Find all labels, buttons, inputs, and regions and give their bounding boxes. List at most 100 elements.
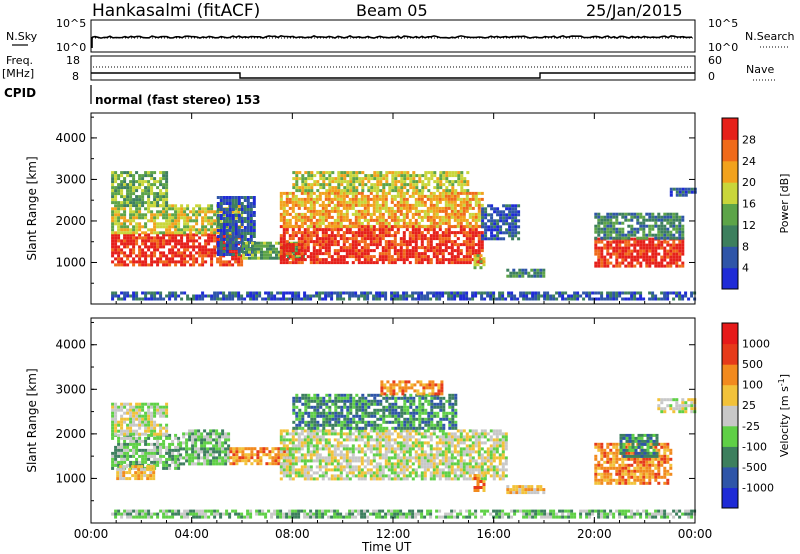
- data-cell: [468, 240, 472, 244]
- data-cell: [135, 457, 139, 461]
- data-cell: [654, 243, 658, 247]
- data-cell: [463, 189, 467, 193]
- data-cell: [648, 218, 652, 222]
- data-cell: [372, 243, 376, 247]
- data-cell: [297, 246, 301, 250]
- data-cell: [291, 294, 295, 298]
- data-cell: [672, 243, 676, 247]
- data-cell: [291, 291, 295, 295]
- data-cell: [447, 258, 451, 262]
- data-cell: [222, 263, 226, 267]
- data-cell: [222, 238, 226, 241]
- data-cell: [363, 206, 367, 210]
- data-cell: [678, 255, 682, 259]
- data-cell: [445, 189, 449, 193]
- data-cell: [291, 249, 295, 253]
- data-cell: [612, 252, 616, 256]
- data-cell: [198, 263, 202, 267]
- data-cell: [681, 187, 685, 191]
- data-cell: [252, 297, 256, 301]
- data-cell: [156, 297, 160, 301]
- data-cell: [363, 261, 367, 265]
- data-cell: [669, 190, 673, 194]
- data-cell: [267, 297, 271, 301]
- data-cell: [388, 186, 392, 190]
- data-cell: [228, 291, 232, 295]
- data-cell: [174, 297, 178, 301]
- data-cell: [203, 453, 207, 457]
- data-cell: [297, 294, 301, 298]
- data-cell: [447, 200, 451, 204]
- data-cell: [654, 233, 658, 237]
- data-cell: [615, 240, 619, 244]
- data-cell: [315, 200, 319, 204]
- data-cell: [129, 210, 133, 214]
- data-cell: [519, 294, 523, 298]
- data-cell: [465, 243, 469, 247]
- data-cell: [185, 459, 189, 463]
- data-cell: [138, 233, 142, 237]
- nsearch-tick-bottom: 10^0: [708, 41, 738, 54]
- data-cell: [138, 222, 142, 226]
- data-cell: [378, 209, 382, 213]
- data-cell: [179, 456, 183, 460]
- data-cell: [234, 257, 238, 261]
- data-cell: [269, 250, 272, 254]
- data-cell: [132, 439, 136, 443]
- data-cell: [477, 203, 481, 207]
- data-cell: [660, 218, 664, 222]
- data-cell: [405, 297, 409, 301]
- data-cell: [451, 186, 455, 190]
- data-cell: [180, 297, 184, 301]
- data-cell: [324, 209, 328, 213]
- data-cell: [474, 224, 478, 228]
- data-cell: [454, 171, 458, 175]
- data-cell: [120, 423, 124, 427]
- data-cell: [117, 183, 121, 187]
- data-cell: [275, 247, 278, 251]
- data-cell: [123, 442, 127, 446]
- data-cell: [143, 468, 147, 472]
- data-cell: [156, 248, 160, 252]
- data-cell: [285, 450, 289, 454]
- data-cell: [417, 197, 421, 201]
- data-cell: [648, 297, 652, 301]
- data-cell: [330, 228, 334, 232]
- data-cell: [303, 429, 307, 433]
- data-cell: [484, 231, 488, 235]
- data-cell: [512, 271, 516, 275]
- data-cell: [219, 208, 223, 211]
- data-cell: [318, 249, 322, 253]
- data-cell: [310, 174, 314, 178]
- data-cell: [117, 248, 121, 252]
- data-cell: [141, 198, 145, 202]
- data-cell: [213, 228, 217, 232]
- data-cell: [325, 183, 329, 187]
- data-cell: [225, 211, 229, 214]
- data-cell: [405, 240, 409, 244]
- data-cell: [204, 207, 208, 211]
- data-cell: [285, 228, 289, 232]
- data-cell: [297, 471, 301, 475]
- data-cell: [288, 447, 292, 451]
- data-cell: [114, 171, 118, 175]
- data-cell: [288, 224, 292, 228]
- data-cell: [420, 203, 424, 207]
- data-cell: [147, 207, 151, 211]
- data-cell: [675, 218, 679, 222]
- data-cell: [330, 243, 334, 247]
- data-cell: [123, 183, 127, 187]
- data-cell: [479, 266, 483, 270]
- data-cell: [231, 205, 235, 208]
- data-cell: [138, 183, 142, 187]
- data-cell: [355, 189, 359, 193]
- data-cell: [324, 471, 328, 475]
- data-cell: [242, 256, 245, 260]
- data-cell: [298, 171, 302, 175]
- data-cell: [234, 260, 238, 264]
- data-cell: [426, 243, 430, 247]
- data-cell: [360, 191, 364, 195]
- data-cell: [309, 435, 313, 439]
- data-cell: [441, 234, 445, 238]
- data-cell: [165, 195, 169, 199]
